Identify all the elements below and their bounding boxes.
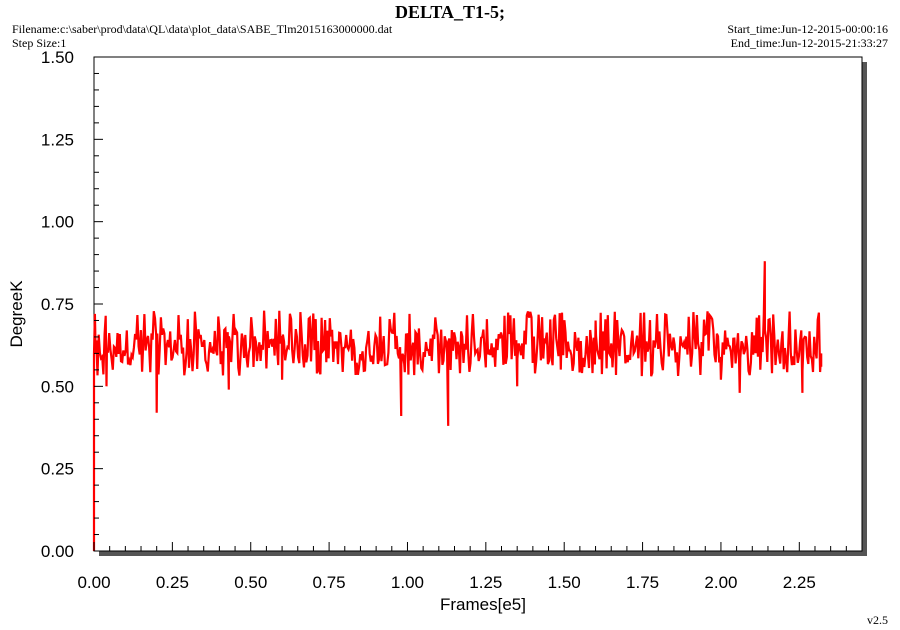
y-tick-label: 0.75 bbox=[41, 295, 74, 314]
series-line bbox=[92, 261, 823, 551]
y-axis-label: DegreeK bbox=[7, 280, 26, 348]
x-tick-label: 2.25 bbox=[783, 573, 816, 592]
x-tick-label: 2.00 bbox=[704, 573, 737, 592]
x-axis-label: Frames[e5] bbox=[440, 595, 526, 614]
x-tick-label: 0.75 bbox=[313, 573, 346, 592]
x-tick-label: 1.00 bbox=[391, 573, 424, 592]
y-tick-label: 1.25 bbox=[41, 130, 74, 149]
plot-area bbox=[93, 56, 863, 552]
y-tick-label: 0.00 bbox=[41, 542, 74, 561]
end-time-text: End_time:Jun-12-2015-21:33:27 bbox=[730, 36, 888, 50]
x-tick-label: 1.25 bbox=[469, 573, 502, 592]
x-tick-label: 0.00 bbox=[77, 573, 110, 592]
x-tick-label: 1.75 bbox=[626, 573, 659, 592]
x-tick-label: 1.50 bbox=[548, 573, 581, 592]
y-tick-label: 0.50 bbox=[41, 377, 74, 396]
y-tick-label: 1.50 bbox=[41, 48, 74, 67]
y-tick-label: 0.25 bbox=[41, 460, 74, 479]
filename-text: Filename:c:\saber\prod\data\QL\data\plot… bbox=[12, 22, 393, 36]
x-tick-label: 0.25 bbox=[156, 573, 189, 592]
y-tick-label: 1.00 bbox=[41, 213, 74, 232]
step-size-text: Step Size:1 bbox=[12, 36, 67, 50]
version-text: v2.5 bbox=[867, 613, 888, 627]
start-time-text: Start_time:Jun-12-2015-00:00:16 bbox=[727, 22, 888, 36]
chart-title: DELTA_T1-5; bbox=[394, 2, 506, 22]
x-tick-label: 0.50 bbox=[234, 573, 267, 592]
